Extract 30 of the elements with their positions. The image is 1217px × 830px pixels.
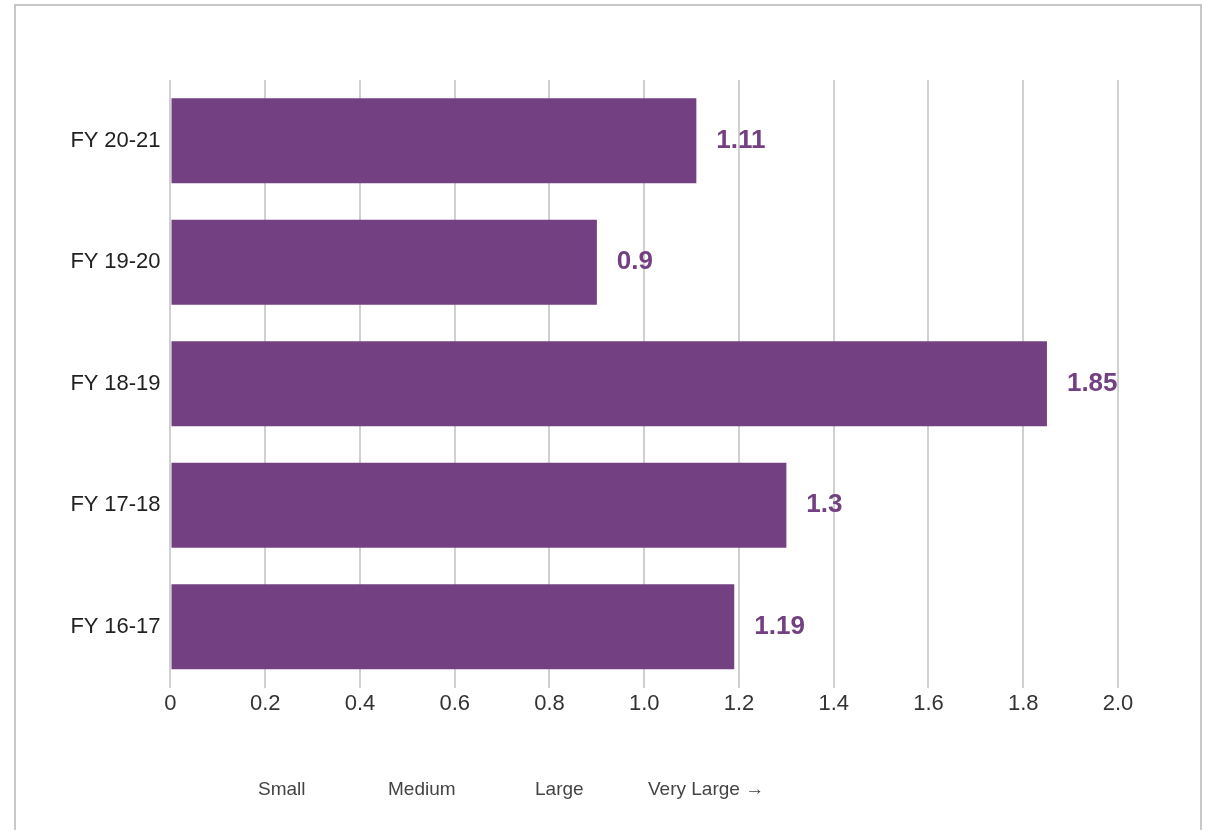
text: Medium (388, 778, 456, 800)
text: Very Large → (648, 778, 765, 800)
text: Large (535, 778, 584, 800)
y-tick-label: FY 17-18 (70, 491, 161, 517)
y-tick-label: FY 16-17 (70, 612, 161, 638)
data-label: 1.11 (716, 123, 766, 154)
bar (171, 341, 1047, 427)
x-tick-label: 1.6 (913, 689, 944, 715)
bar (171, 219, 597, 305)
bar (171, 462, 787, 548)
x-tick-label: 0.6 (439, 689, 471, 715)
bar (171, 584, 735, 670)
y-tick-label: FY 20-21 (70, 126, 161, 152)
y-tick-label: FY 19-20 (70, 248, 161, 274)
data-label: 1.19 (754, 610, 805, 641)
x-tick-label: 0 (164, 689, 177, 715)
x-tick-label: 1.8 (1007, 689, 1039, 715)
x-tick-label: 1.0 (628, 689, 660, 715)
x-tick-label: 1.4 (818, 689, 850, 715)
x-tick-label: 0.4 (344, 689, 376, 715)
x-tick-label: 0.2 (249, 689, 281, 715)
y-tick-label: FY 18-19 (70, 369, 161, 395)
text: Small (258, 778, 306, 800)
x-tick-label: 2.0 (1102, 689, 1134, 715)
data-label: 1.3 (806, 488, 843, 519)
bar (171, 98, 697, 184)
data-label: 1.85 (1066, 366, 1118, 397)
x-tick-label: 0.8 (534, 689, 565, 715)
x-tick-label: 1.2 (723, 689, 755, 715)
data-label: 0.9 (616, 245, 654, 276)
